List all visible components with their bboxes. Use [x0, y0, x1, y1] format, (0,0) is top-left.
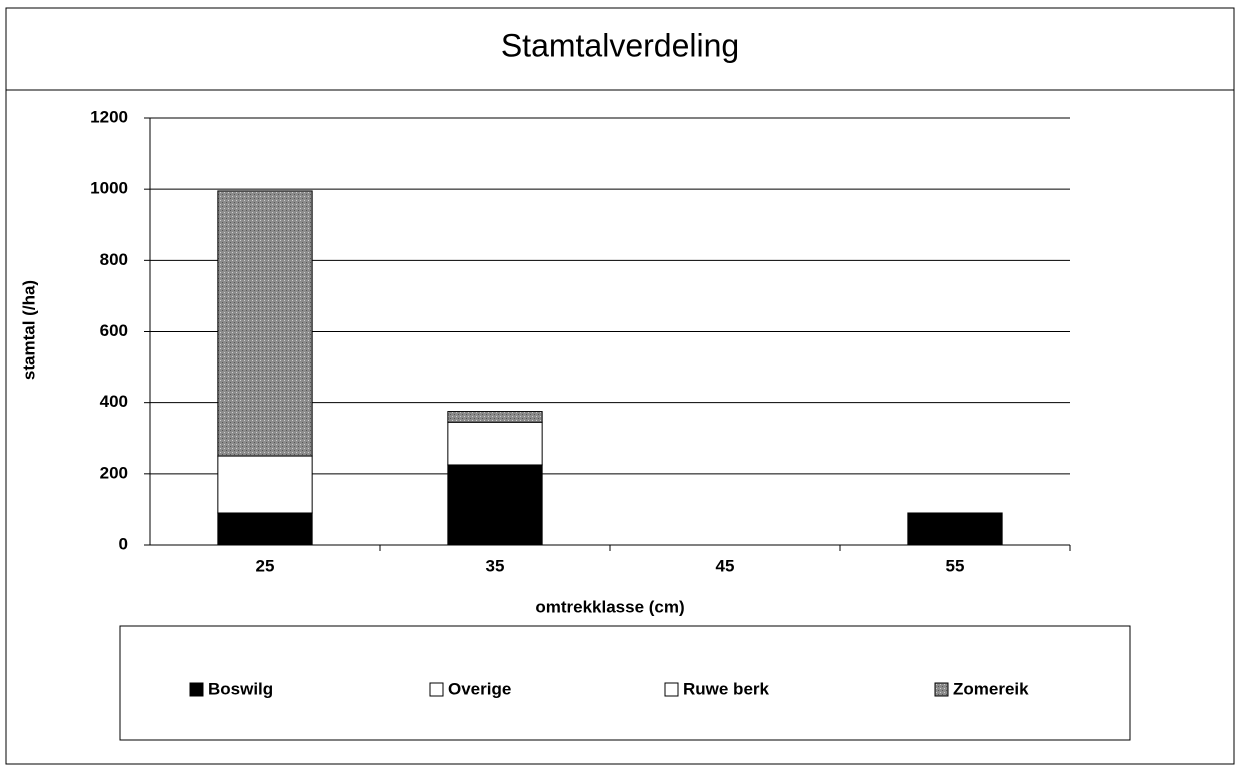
bar-segment	[217, 190, 313, 457]
bar-segment	[447, 421, 543, 466]
legend-swatch	[934, 682, 949, 697]
bar-segment	[447, 411, 543, 423]
y-axis-label: stamtal (/ha)	[19, 280, 38, 380]
legend-swatch	[189, 682, 204, 697]
y-tick-label: 800	[100, 250, 128, 269]
legend-label: Overige	[448, 679, 511, 698]
legend-swatch	[664, 682, 679, 697]
bar-segment	[447, 464, 543, 546]
y-tick-label: 400	[100, 392, 128, 411]
x-tick-label: 35	[486, 556, 505, 575]
bar-segment	[217, 455, 313, 514]
y-tick-label: 0	[119, 534, 128, 553]
y-tick-label: 200	[100, 463, 128, 482]
legend-box	[119, 625, 1131, 741]
chart-title: Stamtalverdeling	[501, 27, 739, 63]
x-tick-label: 55	[946, 556, 965, 575]
legend-swatch	[429, 682, 444, 697]
legend-label: Ruwe berk	[683, 679, 770, 698]
y-tick-label: 1000	[90, 179, 128, 198]
bar-segment	[907, 512, 1003, 546]
x-axis-label: omtrekklasse (cm)	[535, 597, 684, 616]
y-tick-label: 600	[100, 321, 128, 340]
legend-label: Boswilg	[208, 679, 273, 698]
x-tick-label: 25	[256, 556, 275, 575]
y-tick-label: 1200	[90, 107, 128, 126]
x-tick-label: 45	[716, 556, 735, 575]
frame	[5, 7, 1235, 765]
legend-label: Zomereik	[953, 679, 1029, 698]
bar-segment	[217, 512, 313, 546]
